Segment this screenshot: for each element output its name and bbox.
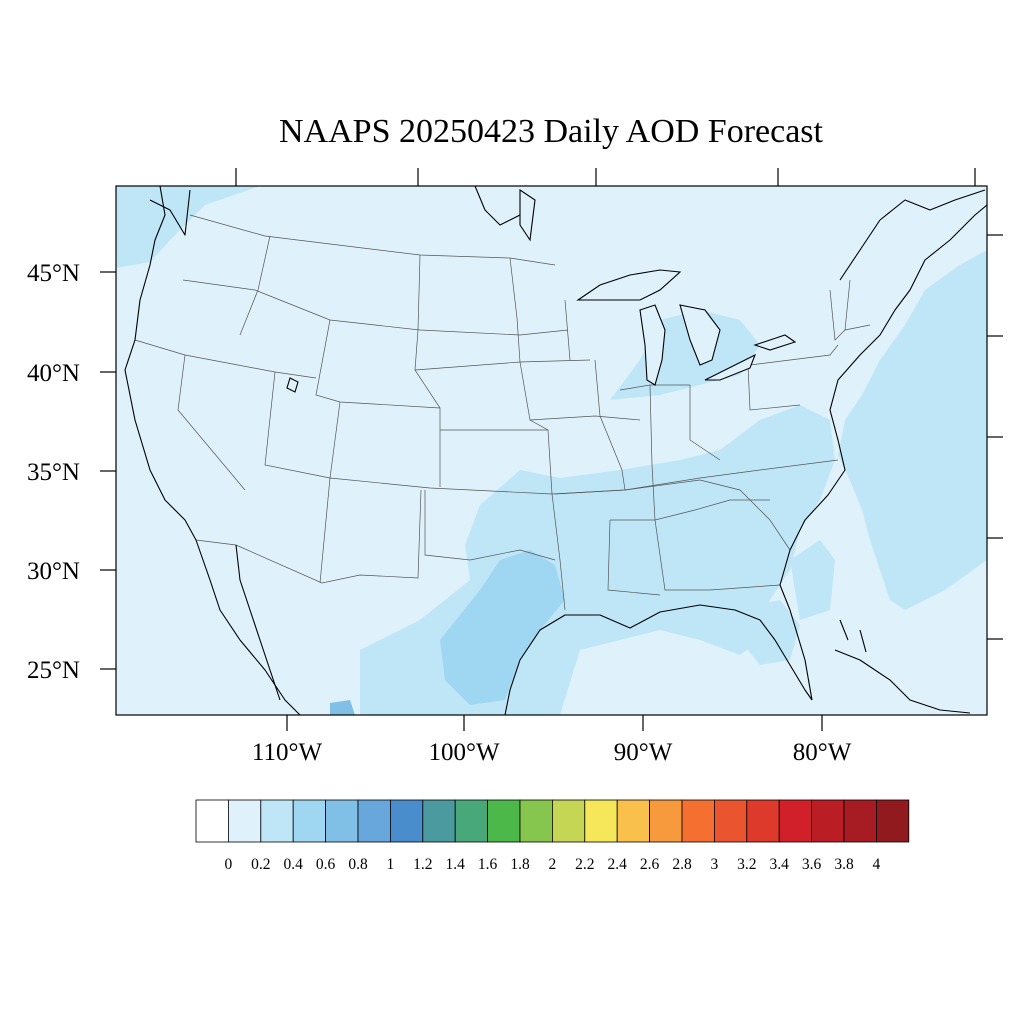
coast-cuba [834, 649, 971, 714]
aod-region-gulf-coast-fl [730, 600, 800, 665]
coastlines [124, 186, 987, 715]
colorbar-swatch-17 [746, 799, 780, 843]
colorbar-label: 0.2 [251, 856, 270, 873]
lake-michigan [639, 304, 666, 386]
lake-huron [679, 304, 721, 366]
colorbar-swatch-7 [422, 799, 456, 843]
colorbar-swatch-2 [260, 799, 294, 843]
coast-bahamas [839, 619, 867, 653]
aod-region-carolina-offshore [790, 540, 835, 620]
left-ticks [100, 271, 116, 670]
lat-label-40: 40°N [27, 360, 80, 387]
bottom-ticks [286, 715, 823, 731]
aod-region-pacific-nw [116, 186, 260, 268]
colorbar-label: 0 [225, 856, 233, 873]
great-salt-lake [286, 377, 299, 393]
lake-winnipeg [519, 188, 536, 242]
colorbar-swatch-1 [227, 799, 262, 843]
colorbar-label: 4 [873, 856, 881, 873]
colorbar-label: 3.6 [802, 856, 822, 873]
lake-erie [704, 353, 757, 381]
colorbar-label: 3 [711, 856, 719, 873]
colorbar-label: 1.2 [413, 856, 432, 873]
colorbar-swatch-13 [616, 799, 651, 843]
colorbar-swatch-8 [454, 799, 489, 843]
coast-baja-gulf [235, 544, 281, 701]
colorbar-swatch-9 [487, 799, 521, 843]
colorbar-labels: 0 0.2 0.4 0.6 0.8 1 1.2 1.4 1.6 1.8 2 2.2 2.4 2.6 2.8 3… [225, 856, 881, 873]
colorbar-swatch-10 [519, 799, 553, 843]
coast-hudson-east [839, 189, 986, 281]
colorbar-swatch-21 [876, 799, 910, 843]
great-lakes [286, 188, 797, 393]
colorbar-label: 1 [387, 856, 395, 873]
colorbar-label: 1.4 [446, 856, 466, 873]
aod-shading-0.8 [330, 700, 355, 715]
longitude-labels: 110°W 100°W 90°W 80°W [252, 739, 852, 766]
colorbar-swatch-18 [778, 799, 813, 843]
coast-pacific [124, 186, 301, 715]
aod-shading-0.6 [440, 550, 565, 705]
colorbar-label: 0.8 [348, 856, 368, 873]
colorbar-swatch-11 [552, 799, 586, 843]
colorbar-label: 0.4 [284, 856, 304, 873]
colorbar-label: 0.6 [316, 856, 336, 873]
colorbar-label: 1.8 [510, 856, 530, 873]
colorbar-label: 1.6 [478, 856, 498, 873]
lake-superior [576, 269, 682, 301]
lat-label-45: 45°N [27, 260, 80, 287]
colorbar-swatch-5 [357, 799, 391, 843]
coast-hudson-bay [474, 186, 521, 226]
colorbar-swatch-15 [681, 799, 715, 843]
colorbar-label: 2.4 [608, 856, 628, 873]
map-title: NAAPS 20250423 Daily AOD Forecast [279, 113, 824, 150]
lat-label-30: 30°N [27, 558, 80, 585]
colorbar-swatch-19 [811, 799, 845, 843]
colorbar-swatch-6 [389, 799, 424, 843]
aod-region-atlantic [838, 250, 987, 610]
colorbar-swatch-3 [292, 799, 327, 843]
colorbar-label: 2.2 [575, 856, 594, 873]
map-frame [115, 185, 988, 716]
colorbar [195, 799, 910, 843]
map-panel [116, 186, 987, 715]
coast-gulf [504, 604, 813, 715]
colorbar-swatch-16 [714, 799, 748, 843]
colorbar-swatch-0 [195, 799, 229, 843]
lon-label-80: 80°W [793, 739, 852, 766]
colorbar-swatch-12 [584, 799, 618, 843]
coast-atlantic [779, 204, 987, 701]
state-boundaries [134, 214, 871, 611]
colorbar-label: 2.6 [640, 856, 660, 873]
lake-ontario [753, 334, 797, 351]
colorbar-swatch-4 [325, 799, 359, 843]
colorbar-label: 3.2 [737, 856, 756, 873]
top-ticks [235, 168, 976, 186]
colorbar-label: 3.8 [834, 856, 854, 873]
colorbar-label: 3.4 [770, 856, 790, 873]
colorbar-swatch-14 [649, 799, 683, 843]
coast-canada-nw [149, 189, 191, 236]
aod-region-mexico-south [330, 700, 355, 715]
lon-label-100: 100°W [428, 739, 499, 766]
colorbar-label: 2 [549, 856, 557, 873]
lat-label-25: 25°N [27, 657, 80, 684]
lon-label-90: 90°W [614, 739, 673, 766]
right-ticks [987, 234, 1003, 640]
lat-label-35: 35°N [27, 459, 80, 486]
aod-region-texas-gulf [440, 550, 565, 705]
colorbar-label: 2.8 [672, 856, 692, 873]
latitude-labels: 45°N 40°N 35°N 30°N 25°N [27, 260, 80, 684]
colorbar-swatch-20 [843, 799, 877, 843]
lon-label-110: 110°W [252, 739, 323, 766]
